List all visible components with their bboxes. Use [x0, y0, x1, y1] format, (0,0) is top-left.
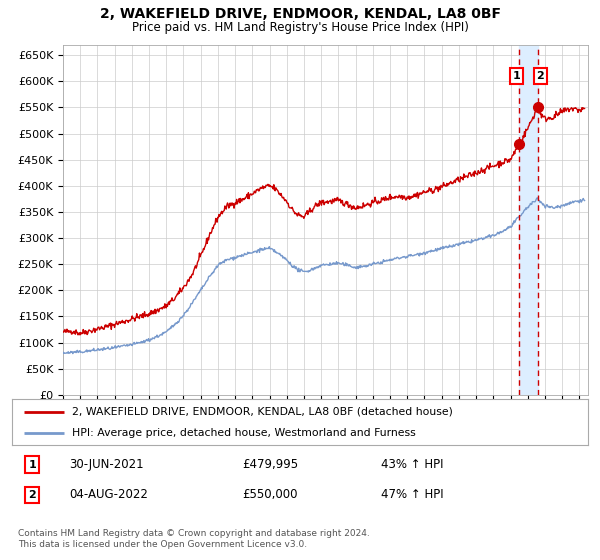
Text: 2: 2	[536, 71, 544, 81]
Text: 2: 2	[28, 490, 36, 500]
Text: £550,000: £550,000	[242, 488, 298, 501]
Text: 2, WAKEFIELD DRIVE, ENDMOOR, KENDAL, LA8 0BF: 2, WAKEFIELD DRIVE, ENDMOOR, KENDAL, LA8…	[100, 7, 500, 21]
Text: Price paid vs. HM Land Registry's House Price Index (HPI): Price paid vs. HM Land Registry's House …	[131, 21, 469, 34]
Text: 47% ↑ HPI: 47% ↑ HPI	[380, 488, 443, 501]
Text: Contains HM Land Registry data © Crown copyright and database right 2024.
This d: Contains HM Land Registry data © Crown c…	[18, 529, 370, 549]
Text: 30-JUN-2021: 30-JUN-2021	[70, 458, 144, 471]
Bar	[519, 45, 538, 395]
Text: 43% ↑ HPI: 43% ↑ HPI	[380, 458, 443, 471]
Text: £479,995: £479,995	[242, 458, 299, 471]
Text: HPI: Average price, detached house, Westmorland and Furness: HPI: Average price, detached house, West…	[73, 428, 416, 438]
Text: 2, WAKEFIELD DRIVE, ENDMOOR, KENDAL, LA8 0BF (detached house): 2, WAKEFIELD DRIVE, ENDMOOR, KENDAL, LA8…	[73, 407, 454, 417]
Text: 1: 1	[512, 71, 520, 81]
Text: 1: 1	[28, 460, 36, 470]
Text: 04-AUG-2022: 04-AUG-2022	[70, 488, 148, 501]
